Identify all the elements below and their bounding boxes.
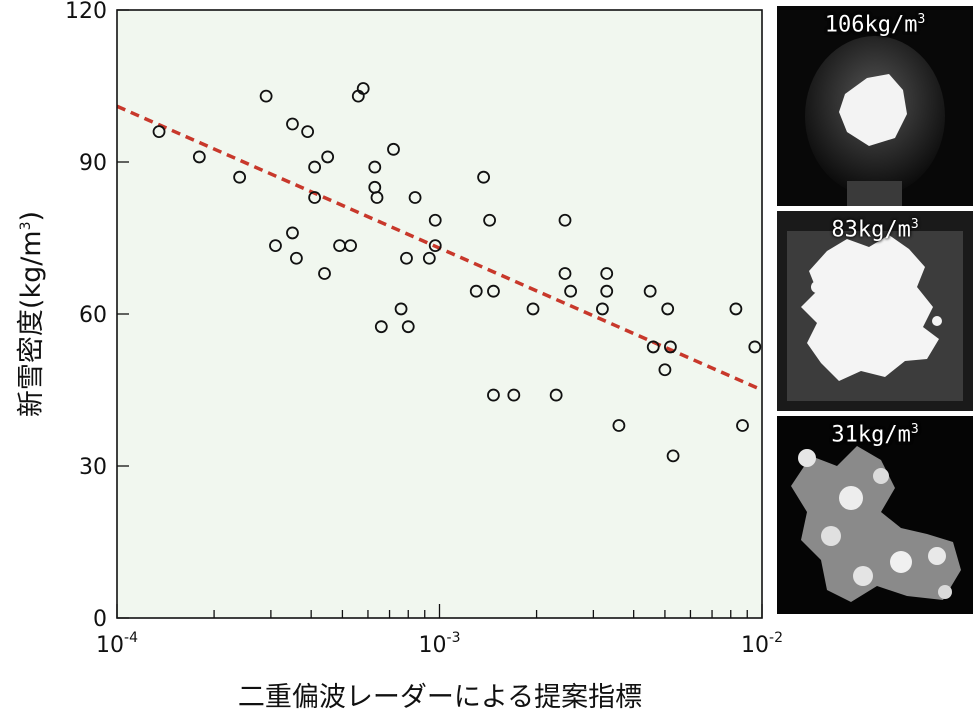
data-point (646, 340, 660, 354)
snow-particle-dense-image (777, 6, 973, 206)
data-point (487, 284, 500, 298)
data-point (748, 340, 762, 354)
panel-label-medium: 83kg/m3 (831, 217, 919, 243)
data-point (477, 170, 490, 184)
data-point (664, 340, 677, 354)
data-point (729, 302, 743, 316)
data-point (600, 267, 614, 280)
data-point (394, 302, 408, 316)
data-point (507, 388, 521, 402)
data-point (661, 302, 675, 316)
data-point (368, 160, 382, 174)
y-tick-labels: 0 30 60 90 120 (65, 0, 107, 632)
data-point (286, 117, 299, 131)
panel-label-dense: 106kg/m3 (824, 12, 926, 38)
data-point (666, 449, 680, 463)
data-point (408, 191, 422, 204)
data-point (152, 125, 166, 139)
snow-image-panel-dense: 106kg/m3 (777, 6, 973, 206)
data-point (428, 213, 442, 227)
data-point (308, 160, 322, 174)
plot-area (117, 10, 762, 618)
data-point (233, 170, 247, 184)
data-point (192, 150, 206, 164)
panel-label-light: 31kg/m3 (831, 422, 919, 448)
data-point (469, 284, 483, 298)
x-tick-label: 10-4 (96, 630, 138, 658)
snow-particle-medium-image (777, 211, 973, 411)
data-point (483, 213, 496, 227)
y-tick-label: 90 (79, 151, 107, 176)
data-point (286, 226, 299, 240)
plot-frame (116, 9, 763, 619)
data-point (422, 251, 436, 265)
data-point (600, 284, 614, 298)
x-tick-label: 10-3 (419, 630, 461, 658)
data-point (549, 388, 563, 402)
data-point (558, 213, 572, 227)
data-point (658, 363, 672, 377)
data-point (259, 89, 273, 103)
y-axis-title: 新雪密度(kg/m3) (16, 211, 47, 417)
data-point (558, 267, 572, 280)
data-point (318, 267, 331, 280)
data-point (269, 239, 282, 253)
data-point (321, 150, 335, 164)
data-point (564, 284, 578, 298)
data-point (526, 302, 540, 316)
data-point (612, 419, 626, 432)
x-tick-label: 10-2 (741, 630, 783, 658)
data-point (643, 284, 657, 298)
data-point (487, 388, 500, 402)
y-tick-label: 60 (79, 303, 107, 328)
snow-image-panel-medium: 83kg/m3 (777, 211, 973, 411)
y-tick-label: 0 (93, 607, 107, 632)
data-point (290, 251, 303, 265)
data-point (387, 142, 400, 156)
data-point (356, 82, 370, 95)
data-points (152, 82, 762, 463)
data-point (400, 251, 413, 265)
snow-particle-light-image (777, 416, 973, 614)
data-point (374, 320, 388, 334)
data-point (308, 191, 322, 204)
snow-image-panel-light: 31kg/m3 (777, 416, 973, 614)
data-point (401, 320, 415, 334)
data-point (344, 239, 357, 253)
data-point (428, 239, 442, 253)
y-tick-label: 120 (65, 0, 107, 24)
x-axis-title: 二重偏波レーダーによる提案指標 (238, 682, 642, 713)
y-tick-label: 30 (79, 455, 107, 480)
data-point (370, 191, 384, 204)
data-point (596, 302, 609, 316)
data-point (301, 125, 315, 139)
data-point (736, 419, 749, 432)
x-tick-labels: 10-4 10-3 10-2 (96, 630, 783, 658)
